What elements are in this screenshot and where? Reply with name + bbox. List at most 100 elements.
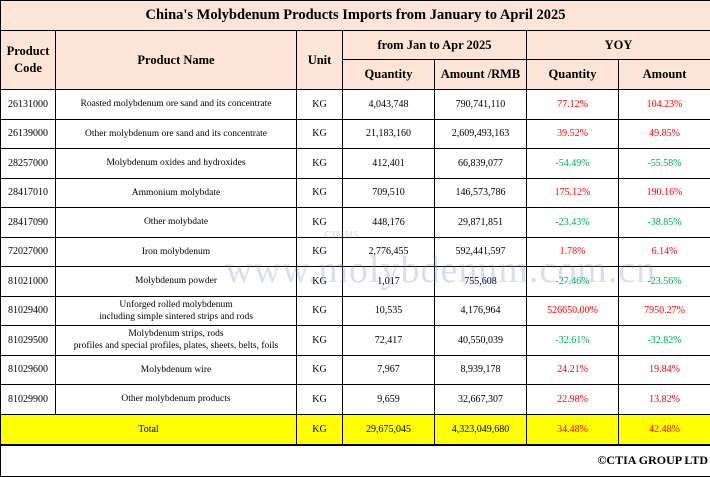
yoy-amount: 19.84% [619,355,710,385]
yoy-amount: 104.23% [619,90,710,120]
product-name-line2: profiles and special profiles, plates, s… [74,341,278,351]
header-yoy-amount: Amount [619,60,710,90]
product-name-text: Ammonium molybdate [132,188,220,198]
product-name: Iron molybdenum [56,237,297,267]
product-name-text: Iron molybdenum [142,247,210,257]
amount: 790,741,110 [435,90,527,120]
total-quantity: 29,675,045 [343,414,435,445]
yoy-quantity: 175.12% [527,178,619,208]
total-unit: KG [297,414,343,445]
product-code: 26139000 [1,119,56,149]
amount: 8,939,178 [435,355,527,385]
unit: KG [297,326,343,356]
product-code: 28417010 [1,178,56,208]
yoy-amount: -55.58% [619,149,710,179]
yoy-amount: 190.16% [619,178,710,208]
amount: 29,871,851 [435,208,527,238]
product-name: Molybdenum strips, rods profiles and spec… [56,326,297,356]
yoy-amount: -38.85% [619,208,710,238]
unit: KG [297,385,343,415]
unit: KG [297,90,343,120]
header-product-code: Product Code [1,31,56,90]
yoy-quantity: -54.49% [527,149,619,179]
product-name-text: Other molybdenum products [121,394,230,404]
yoy-quantity: -32.61% [527,326,619,356]
total-row: Total KG 29,675,045 4,323,049,680 34.48%… [1,414,710,445]
quantity: 412,401 [343,149,435,179]
product-name-text: Molybdenum powder [135,276,217,286]
product-code: 81029900 [1,385,56,415]
quantity: 4,043,748 [343,90,435,120]
table-title: China's Molybdenum Products Imports from… [1,1,710,31]
amount: 2,609,493,163 [435,119,527,149]
yoy-amount: -23.56% [619,267,710,297]
unit: KG [297,355,343,385]
header-amount-rmb: Amount /RMB [435,60,527,90]
quantity: 21,183,160 [343,119,435,149]
quantity: 2,776,455 [343,237,435,267]
total-amount: 4,323,049,680 [435,414,527,445]
header-yoy: YOY [527,31,710,60]
product-code: 81021000 [1,267,56,297]
product-code: 72027000 [1,237,56,267]
header-unit: Unit [297,31,343,90]
amount: 4,176,964 [435,296,527,326]
product-name: Other molybdenum ore sand and its concen… [56,119,297,149]
yoy-amount: 7950.27% [619,296,710,326]
table-row: 26131000 Roasted molybdenum ore sand and … [1,90,710,120]
header-quantity: Quantity [343,60,435,90]
product-name: Molybdenum wire [56,355,297,385]
unit: KG [297,237,343,267]
product-name-text: Roasted molybdenum ore sand and its conc… [80,99,271,109]
amount: 146,573,786 [435,178,527,208]
yoy-quantity: 77.12% [527,90,619,120]
amount: 32,667,307 [435,385,527,415]
yoy-amount: 6.14% [619,237,710,267]
amount: 755,608 [435,267,527,297]
product-name-line1: Unforged rolled molybdenum [119,300,232,310]
table-row: 26139000 Other molybdenum ore sand and it… [1,119,710,149]
product-name: Other molybdenum products [56,385,297,415]
total-yoy-quantity: 34.48% [527,414,619,445]
amount: 592,441,597 [435,237,527,267]
product-code: 81029600 [1,355,56,385]
product-name: Other molybdate [56,208,297,238]
unit: KG [297,267,343,297]
product-name: Molybdenum oxides and hydroxides [56,149,297,179]
product-name-text: Molybdenum wire [141,365,211,375]
yoy-quantity: -23.43% [527,208,619,238]
yoy-amount: 13.82% [619,385,710,415]
product-code: 28417090 [1,208,56,238]
yoy-quantity: 526650.00% [527,296,619,326]
yoy-amount: 49.85% [619,119,710,149]
product-name-line1: Molybdenum strips, rods [128,329,223,339]
unit: KG [297,149,343,179]
yoy-quantity: 24.21% [527,355,619,385]
total-label: Total [1,414,297,445]
quantity: 7,967 [343,355,435,385]
unit: KG [297,119,343,149]
product-name-text: Other molybdate [144,217,208,227]
yoy-quantity: 39.52% [527,119,619,149]
product-name: Ammonium molybdate [56,178,297,208]
unit: KG [297,296,343,326]
product-name-text: Other molybdenum ore sand and its concen… [85,129,267,139]
product-code: 26131000 [1,90,56,120]
quantity: 448,176 [343,208,435,238]
quantity: 709,510 [343,178,435,208]
quantity: 1,017 [343,267,435,297]
header-product-name: Product Name [56,31,297,90]
copyright-footer: ©CTIA GROUP LTD [1,445,710,477]
product-code: 81029400 [1,296,56,326]
quantity: 9,659 [343,385,435,415]
